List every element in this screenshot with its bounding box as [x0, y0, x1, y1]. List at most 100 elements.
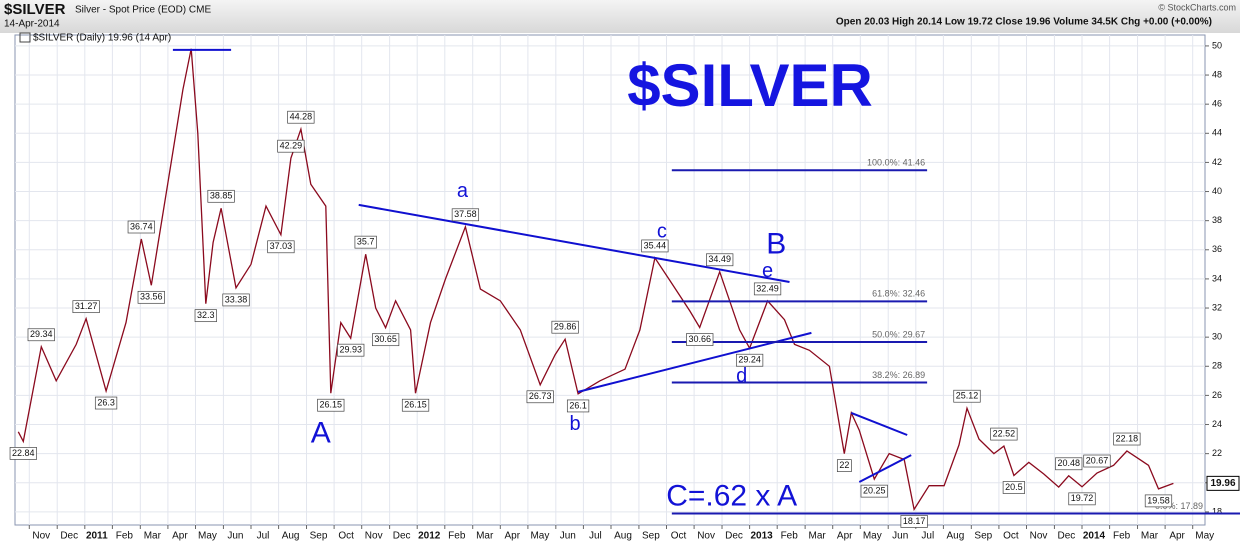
price-label: 35.7	[357, 237, 375, 247]
x-tick-label: Jun	[227, 531, 243, 542]
x-tick-label: Feb	[1113, 531, 1131, 542]
wave-label: a	[457, 180, 469, 202]
price-label-box	[526, 390, 554, 404]
price-label: 20.25	[863, 486, 886, 496]
last-price-box	[1206, 475, 1240, 491]
price-label: 29.24	[738, 355, 761, 365]
price-label: 44.28	[290, 112, 313, 122]
price-label-box	[194, 309, 217, 323]
symbol: $SILVER	[4, 1, 66, 18]
trendline	[858, 454, 912, 483]
x-tick-label: Jul	[921, 531, 934, 542]
price-label: 20.5	[1005, 482, 1023, 492]
price-label-box	[953, 389, 981, 403]
price-label: 37.03	[270, 241, 293, 251]
price-label-box	[900, 515, 928, 528]
x-tick-label: Jul	[257, 531, 270, 542]
price-label-box	[1068, 492, 1096, 506]
price-label-box	[836, 459, 852, 472]
x-tick-label: Nov	[1030, 531, 1048, 542]
y-tick-label: 40	[1212, 186, 1222, 196]
fib-label: 0.0%: 17.89	[1155, 501, 1203, 511]
price-label: 32.49	[756, 283, 779, 293]
x-tick-label: Jun	[892, 531, 908, 542]
wave-label: B	[766, 227, 786, 260]
y-tick-label: 28	[1212, 361, 1222, 371]
x-tick-label: Apr	[1169, 531, 1185, 542]
price-label-box	[990, 427, 1018, 441]
price-label-box	[1144, 494, 1173, 508]
price-label: 36.74	[130, 221, 153, 231]
price-label: 35.44	[644, 240, 667, 250]
y-tick-label: 30	[1212, 332, 1222, 342]
wave-label: c	[657, 221, 667, 243]
price-label-box	[207, 189, 235, 203]
x-tick-label: May	[1195, 531, 1214, 542]
instrument-name: Silver - Spot Price (EOD) CME	[75, 5, 211, 16]
fib-label: 61.8%: 32.46	[872, 289, 925, 299]
x-tick-label: Nov	[365, 531, 383, 542]
price-label: 31.27	[75, 301, 98, 311]
x-tick-label: Mar	[476, 531, 494, 542]
price-label: 18.17	[903, 516, 926, 526]
x-tick-label: 2011	[86, 531, 108, 542]
x-tick-label: Feb	[781, 531, 799, 542]
price-label-box	[686, 333, 714, 346]
price-label-box	[337, 343, 365, 357]
price-label-box	[401, 398, 430, 412]
price-label-box	[127, 220, 155, 234]
price-label: 33.38	[225, 294, 248, 304]
price-label-box	[1002, 481, 1025, 494]
price-label: 26.15	[404, 400, 427, 410]
price-label: 37.58	[454, 209, 477, 219]
x-tick-label: Aug	[282, 531, 300, 542]
y-tick-label: 46	[1212, 99, 1222, 109]
price-label: 26.1	[569, 400, 587, 410]
price-label-box	[641, 239, 669, 253]
price-label-box	[451, 208, 480, 222]
trendline	[358, 203, 790, 283]
price-label: 38.85	[210, 191, 233, 201]
price-label: 22.84	[12, 448, 35, 458]
x-tick-label: Jun	[560, 531, 576, 542]
plot-frame	[14, 34, 1206, 526]
price-label: 22	[839, 460, 849, 470]
price-label-box	[354, 235, 377, 249]
x-tick-label: Mar	[1141, 531, 1159, 542]
price-label: 29.86	[554, 322, 577, 332]
fib-label: 50.0%: 29.67	[872, 329, 925, 339]
price-label: 22.52	[993, 428, 1016, 438]
price-label: 19.58	[1147, 495, 1170, 505]
y-tick-label: 24	[1212, 419, 1222, 429]
y-tick-label: 18	[1212, 506, 1222, 516]
price-label-box	[137, 290, 165, 304]
x-tick-label: Mar	[144, 531, 162, 542]
price-label: 32.3	[197, 310, 215, 320]
x-tick-label: Mar	[809, 531, 827, 542]
price-label: 25.12	[956, 391, 979, 401]
price-label: 26.73	[529, 391, 552, 401]
legend: $SILVER (Daily) 19.96 (14 Apr)	[33, 33, 171, 44]
x-tick-label: May	[530, 531, 549, 542]
x-tick-label: Nov	[697, 531, 715, 542]
price-label: 22.18	[1116, 433, 1139, 443]
x-tick-label: 2012	[418, 531, 441, 542]
x-tick-label: Oct	[1003, 531, 1019, 542]
price-label-box	[287, 110, 315, 124]
price-label-box	[72, 300, 100, 314]
y-tick-label: 50	[1212, 40, 1222, 50]
wave-label: e	[762, 260, 773, 282]
price-line	[17, 48, 1174, 512]
last-price: 19.96	[1210, 478, 1235, 489]
x-tick-label: Sep	[974, 531, 992, 542]
price-label-box	[1055, 457, 1083, 471]
wave-label: A	[311, 417, 331, 450]
x-tick-label: Dec	[393, 531, 411, 542]
price-label: 42.29	[280, 141, 303, 151]
x-tick-label: May	[198, 531, 217, 542]
price-label: 30.65	[374, 334, 397, 344]
price-label-box	[860, 484, 888, 498]
x-tick-label: Apr	[172, 531, 188, 542]
x-tick-label: Aug	[614, 531, 632, 542]
y-tick-label: 42	[1212, 157, 1222, 167]
